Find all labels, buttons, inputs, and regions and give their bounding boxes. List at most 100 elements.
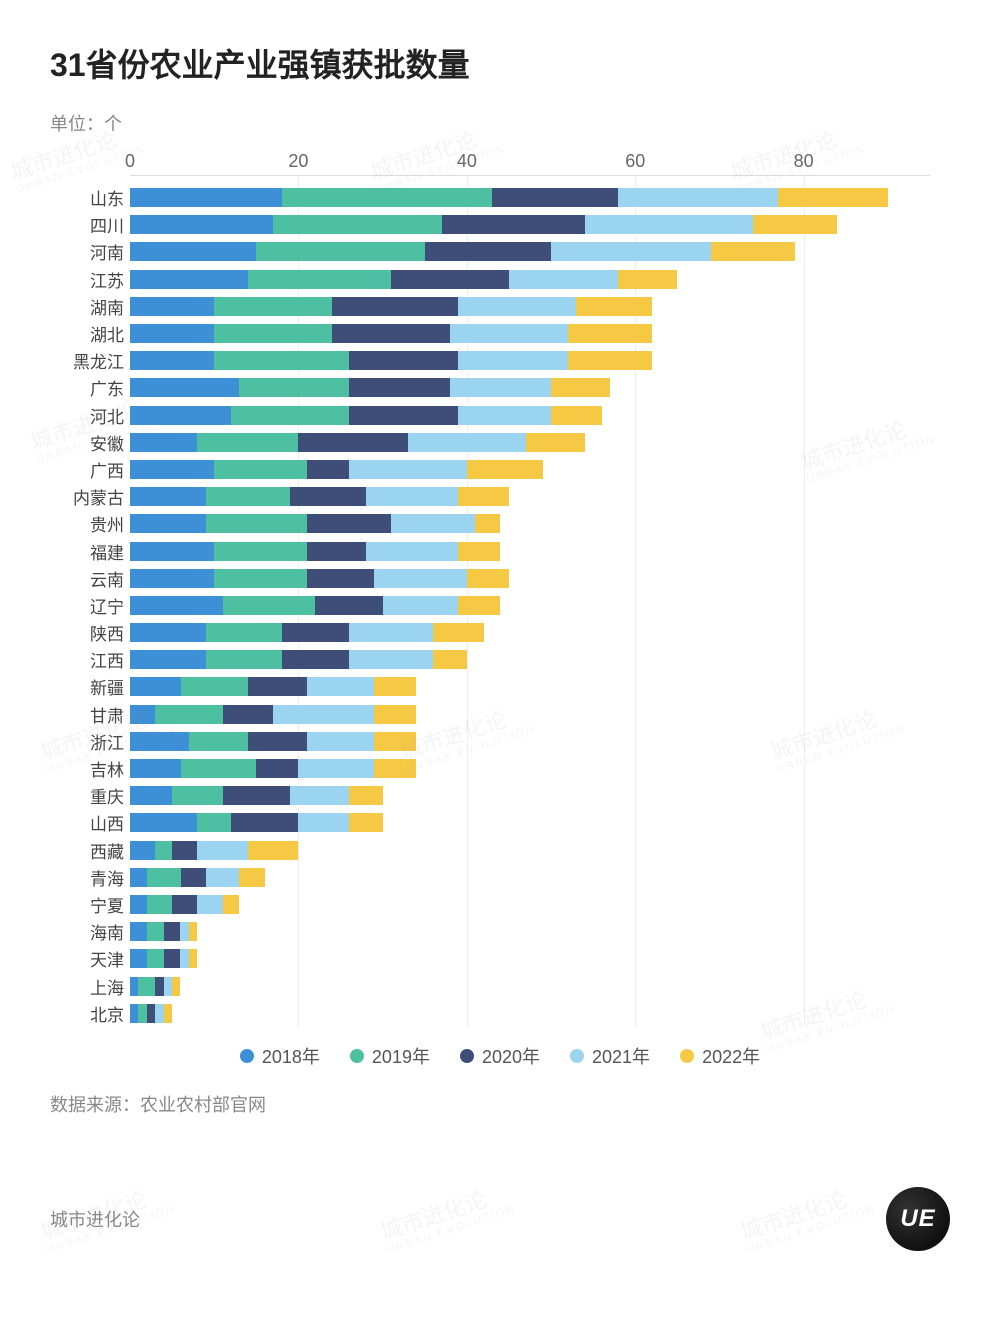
bar-label: 新疆: [50, 674, 124, 699]
bar-segment: [282, 188, 493, 207]
bar-stack: [130, 324, 930, 343]
legend-dot: [240, 1049, 254, 1063]
bar-label: 重庆: [50, 783, 124, 808]
bar-row: 黑龙江: [130, 347, 930, 374]
bar-segment: [366, 487, 459, 506]
bar-stack: [130, 977, 930, 996]
legend-dot: [570, 1049, 584, 1063]
bar-segment: [147, 922, 164, 941]
bar-segment: [130, 895, 147, 914]
bar-segment: [214, 351, 349, 370]
bar-segment: [231, 406, 349, 425]
bar-label: 福建: [50, 539, 124, 564]
bar-segment: [374, 759, 416, 778]
bar-segment: [374, 732, 416, 751]
bar-row: 天津: [130, 945, 930, 972]
bar-segment: [130, 922, 147, 941]
legend-label: 2022年: [702, 1043, 760, 1069]
bar-segment: [282, 650, 349, 669]
bar-label: 四川: [50, 212, 124, 237]
bar-segment: [492, 188, 618, 207]
bar-segment: [130, 514, 206, 533]
bar-segment: [130, 378, 239, 397]
bar-stack: [130, 569, 930, 588]
bar-row: 北京: [130, 1000, 930, 1027]
legend-label: 2021年: [592, 1043, 650, 1069]
bar-label: 陕西: [50, 620, 124, 645]
bar-segment: [130, 677, 181, 696]
bar-row: 广西: [130, 456, 930, 483]
bar-segment: [223, 705, 274, 724]
bar-label: 海南: [50, 919, 124, 944]
legend-dot: [680, 1049, 694, 1063]
bar-segment: [307, 542, 366, 561]
bar-segment: [164, 977, 172, 996]
bar-segment: [551, 378, 610, 397]
bar-segment: [130, 270, 248, 289]
axis-tick: 20: [288, 151, 308, 172]
bar-row: 重庆: [130, 782, 930, 809]
bar-segment: [366, 542, 459, 561]
bar-segment: [130, 460, 214, 479]
bar-segment: [189, 949, 197, 968]
brand-logo: UE: [886, 1187, 950, 1251]
bar-segment: [568, 351, 652, 370]
bar-row: 广东: [130, 374, 930, 401]
bar-segment: [239, 378, 348, 397]
bar-segment: [391, 514, 475, 533]
bar-segment: [130, 487, 206, 506]
bar-segment: [130, 542, 214, 561]
bar-segment: [467, 569, 509, 588]
bar-segment: [206, 868, 240, 887]
bar-segment: [130, 406, 231, 425]
bar-label: 甘肃: [50, 702, 124, 727]
bar-segment: [711, 242, 795, 261]
bar-label: 吉林: [50, 756, 124, 781]
chart-unit: 单位：个: [50, 110, 950, 136]
bar-segment: [214, 324, 332, 343]
bar-segment: [239, 868, 264, 887]
bar-label: 浙江: [50, 729, 124, 754]
bar-segment: [155, 977, 163, 996]
bar-segment: [526, 433, 585, 452]
bar-segment: [458, 351, 567, 370]
bar-segment: [433, 623, 484, 642]
bar-segment: [130, 596, 223, 615]
bar-segment: [164, 949, 181, 968]
bar-segment: [315, 596, 382, 615]
bar-label: 贵州: [50, 511, 124, 536]
bar-segment: [206, 623, 282, 642]
bar-stack: [130, 650, 930, 669]
bar-segment: [223, 596, 316, 615]
bar-segment: [130, 569, 214, 588]
bar-segment: [778, 188, 887, 207]
bar-label: 北京: [50, 1001, 124, 1026]
bar-row: 上海: [130, 972, 930, 999]
bar-row: 海南: [130, 918, 930, 945]
bar-segment: [458, 487, 509, 506]
bar-segment: [197, 813, 231, 832]
bar-segment: [618, 270, 677, 289]
bar-segment: [298, 433, 407, 452]
bar-segment: [197, 841, 248, 860]
bar-segment: [130, 650, 206, 669]
bar-stack: [130, 1004, 930, 1023]
bar-segment: [147, 895, 172, 914]
bar-segment: [425, 242, 551, 261]
x-axis: 020406080: [130, 148, 930, 176]
bar-segment: [433, 650, 467, 669]
bar-label: 内蒙古: [50, 484, 124, 509]
bar-stack: [130, 922, 930, 941]
bar-segment: [248, 732, 307, 751]
bar-stack: [130, 542, 930, 561]
bar-segment: [332, 324, 450, 343]
bar-row: 吉林: [130, 755, 930, 782]
bar-segment: [130, 215, 273, 234]
bar-stack: [130, 487, 930, 506]
bar-segment: [147, 868, 181, 887]
bar-segment: [349, 813, 383, 832]
bar-segment: [349, 786, 383, 805]
bar-row: 山西: [130, 809, 930, 836]
bar-segment: [332, 297, 458, 316]
bar-stack: [130, 868, 930, 887]
